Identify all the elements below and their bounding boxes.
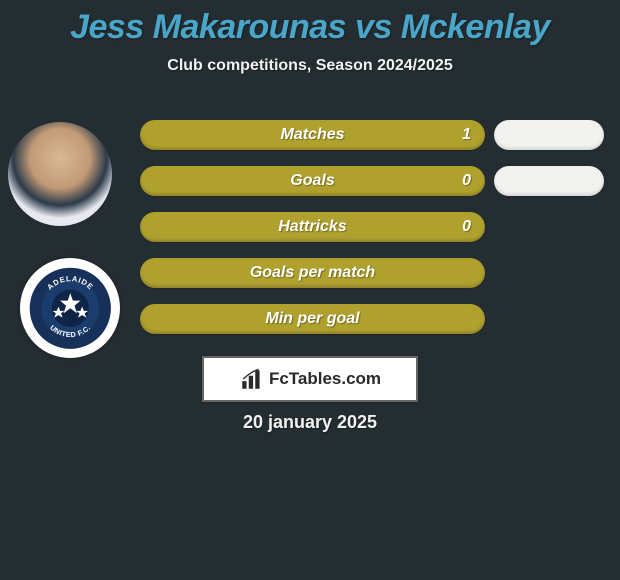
player1-avatar [8, 122, 112, 226]
stat-bar-value: 0 [462, 218, 471, 236]
infographic-container: Jess Makarounas vs Mckenlay Club competi… [0, 0, 620, 580]
stat-bar: Hattricks 0 [140, 212, 485, 242]
stat-bar-right [494, 120, 604, 150]
stat-bar-label: Min per goal [265, 310, 359, 328]
stat-bar: Goals per match [140, 258, 485, 288]
stat-bar-value: 1 [462, 126, 471, 144]
club-badge-icon: ADELAIDE UNITED F.C. [28, 266, 113, 351]
stat-bars-left: Matches 1 Goals 0 Hattricks 0 Goals per match M… [140, 120, 485, 350]
stat-bar-label: Matches [280, 126, 344, 144]
stat-bar-value: 0 [462, 172, 471, 190]
stat-bar: Goals 0 [140, 166, 485, 196]
stat-bar: Matches 1 [140, 120, 485, 150]
source-logo-text: FcTables.com [269, 369, 381, 389]
stat-bar-right [494, 166, 604, 196]
bar-chart-icon [239, 366, 265, 392]
page-title: Jess Makarounas vs Mckenlay [0, 0, 620, 47]
date-text: 20 january 2025 [0, 412, 620, 433]
stat-bar: Min per goal [140, 304, 485, 334]
stat-bar-label: Goals [290, 172, 334, 190]
player1-face [8, 122, 112, 226]
subtitle: Club competitions, Season 2024/2025 [0, 57, 620, 75]
player2-club-badge: ADELAIDE UNITED F.C. [20, 258, 120, 358]
stat-bars-right [494, 120, 604, 350]
source-logo: FcTables.com [202, 356, 418, 402]
stat-bar-label: Goals per match [250, 264, 375, 282]
stat-bar-label: Hattricks [278, 218, 346, 236]
